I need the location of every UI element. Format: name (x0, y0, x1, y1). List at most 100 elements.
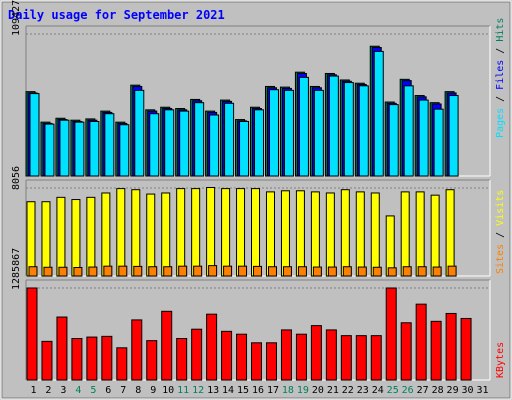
pages-bar-7-body (119, 124, 130, 177)
pages-bar-29-body (448, 95, 459, 177)
kbytes-bar-19-body (295, 333, 307, 381)
kbytes-bar-23 (355, 335, 367, 381)
pages-bar-26-body (403, 85, 414, 177)
pages-bar-1-body (29, 93, 40, 177)
panel-1: 109427 Pages / Files / Hits (11, 0, 506, 177)
pages-bar-13 (209, 114, 220, 177)
sites-bar-14-body (223, 265, 233, 277)
day-label-8: 8 (135, 385, 141, 396)
kbytes-ytick-label: 1285867 (11, 248, 22, 290)
day-label-31: 31 (476, 385, 488, 396)
kbytes-bar-18 (280, 329, 292, 381)
sites-bar-12 (193, 265, 203, 277)
kbytes-bar-8 (131, 319, 143, 381)
day-label-20: 20 (312, 385, 324, 396)
pages-bar-3-body (59, 119, 70, 177)
pages-bar-28 (433, 108, 444, 177)
kbytes-bar-12-body (191, 328, 203, 381)
kbytes-bar-27-body (415, 303, 427, 381)
visits-bar-5-body (86, 196, 96, 277)
pages-bar-24 (373, 50, 384, 177)
kbytes-bar-19 (295, 333, 307, 381)
sites-bar-10-body (163, 266, 173, 277)
pages-bar-22-body (343, 82, 354, 177)
legend-part-0: Sites (495, 244, 506, 274)
pages-bar-15-body (239, 120, 250, 177)
pages-bar-8 (134, 89, 145, 177)
kbytes-bar-23-body (355, 335, 367, 381)
sites-bar-15 (238, 265, 248, 277)
sites-bar-27-body (417, 266, 427, 277)
pages-bar-11-body (179, 110, 190, 177)
pages-bar-5 (89, 120, 100, 177)
sites-bar-20 (312, 266, 322, 277)
sites-bar-3 (58, 266, 68, 277)
day-label-17: 17 (267, 385, 279, 396)
day-label-27: 27 (417, 385, 429, 396)
visits-legend: Sites / Visits (495, 190, 506, 274)
sites-bar-10 (163, 266, 173, 277)
sites-bar-13 (208, 265, 218, 277)
visits-bar-25 (385, 215, 395, 277)
pages-bar-15 (239, 120, 250, 177)
visits-bar-16 (251, 188, 261, 277)
sites-bar-7-body (118, 265, 128, 277)
kbytes-bar-25 (385, 287, 397, 381)
pages-bar-23-body (358, 85, 369, 177)
sites-bar-23-body (357, 266, 367, 277)
sites-bar-15-body (238, 265, 248, 277)
visits-bar-20 (310, 191, 320, 277)
visits-bar-16-body (251, 188, 261, 277)
visits-bar-4 (71, 199, 81, 277)
visits-bar-21-body (325, 192, 335, 277)
kbytes-bar-10 (161, 310, 173, 381)
sites-bar-4 (73, 266, 83, 277)
sites-bar-23 (357, 266, 367, 277)
sites-bar-14 (223, 265, 233, 277)
kbytes-bar-21-body (325, 329, 337, 381)
sites-bar-24-body (372, 266, 382, 277)
pages-bar-10-body (164, 109, 175, 177)
day-label-25: 25 (387, 385, 399, 396)
pages-bar-8-body (134, 89, 145, 177)
visits-bar-15-body (236, 188, 246, 277)
legend-part-1: / (495, 90, 506, 108)
kbytes-bar-8-body (131, 319, 143, 381)
visits-bar-10-body (161, 192, 171, 277)
visits-bar-7-body (116, 188, 126, 277)
kbytes-bar-29-body (445, 312, 457, 381)
visits-bar-10 (161, 192, 171, 277)
kbytes-bar-12 (191, 328, 203, 381)
kbytes-bar-26-body (400, 322, 412, 381)
day-label-6: 6 (105, 385, 111, 396)
pages-bar-20-body (313, 89, 324, 177)
visits-bar-1 (26, 201, 36, 277)
hits-ytick-label: 109427 (11, 0, 22, 36)
pages-bar-12-body (194, 102, 205, 177)
day-label-15: 15 (237, 385, 249, 396)
day-label-2: 2 (45, 385, 51, 396)
day-label-5: 5 (90, 385, 96, 396)
kbytes-bar-4 (71, 338, 83, 381)
visits-bar-12-body (191, 188, 201, 277)
day-label-16: 16 (252, 385, 264, 396)
pages-bar-9 (149, 113, 160, 177)
pages-bar-14 (224, 102, 235, 177)
visits-bar-28-body (430, 194, 440, 277)
sites-bar-22-body (342, 266, 352, 277)
kbytes-bar-11 (176, 338, 188, 381)
visits-bar-23-body (355, 191, 365, 277)
sites-bar-26-body (402, 266, 412, 277)
kbytes-bar-17 (265, 342, 277, 381)
legend-part-2: Files (495, 60, 506, 90)
sites-bar-29 (447, 265, 457, 277)
kbytes-bar-15-body (236, 333, 248, 381)
pages-bar-16 (254, 109, 265, 177)
kbytes-bar-1 (26, 287, 38, 381)
visits-bar-8 (131, 189, 141, 277)
sites-bar-9 (148, 266, 158, 277)
sites-bar-19 (297, 266, 307, 277)
kbytes-legend: KBytes (495, 342, 506, 378)
legend-part-0: Pages (495, 108, 506, 138)
